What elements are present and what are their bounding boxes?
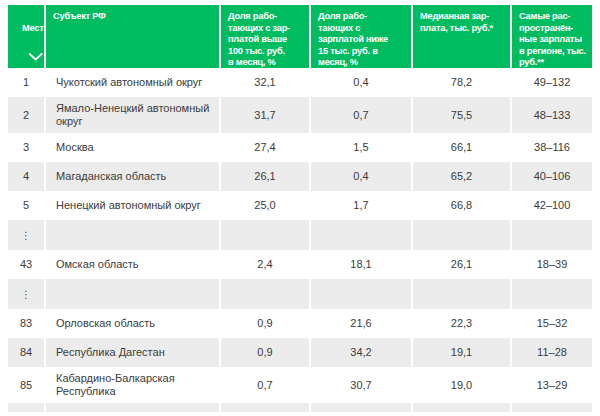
cell-median: 78,2 [413, 68, 510, 97]
cell-range: 48–133 [512, 97, 592, 133]
cell-region: Ненецкий автономный округ [46, 191, 219, 220]
cutoff-cell [512, 403, 592, 412]
cell-below15: 30,7 [311, 367, 411, 403]
cell-place: 4 [8, 162, 44, 191]
cell-median: 19,1 [413, 338, 510, 367]
cell-place: 3 [8, 133, 44, 162]
cell-range [512, 220, 592, 250]
cell-range: 38–116 [512, 133, 592, 162]
cell-median: 65,2 [413, 162, 510, 191]
cell-place: 2 [8, 97, 44, 133]
cell-median: 19,0 [413, 367, 510, 403]
cell-above100: 27,4 [221, 133, 309, 162]
cell-place: 43 [8, 250, 44, 279]
column-header-above100: Доля рабо- тающих с зар- платой выше 100… [221, 5, 309, 68]
cell-region [46, 220, 219, 250]
cell-place: 84 [8, 338, 44, 367]
table-row-ellipsis: ⋮ [8, 279, 592, 309]
cutoff-cell [8, 403, 44, 412]
column-header-range: Самые рас- пространён- ные зарплаты в ре… [512, 5, 592, 68]
cell-place: 85 [8, 367, 44, 403]
table-row: 84Республика Дагестан0,934,219,111–28 [8, 338, 592, 367]
table-body: 1Чукотский автономный округ32,10,478,249… [8, 68, 592, 403]
cell-median: 26,1 [413, 250, 510, 279]
table-row: 83Орловская область0,921,622,315–32 [8, 309, 592, 338]
cell-median: 66,8 [413, 191, 510, 220]
cell-above100: 25,0 [221, 191, 309, 220]
cell-below15 [311, 220, 411, 250]
cell-place: 83 [8, 309, 44, 338]
cell-below15: 21,6 [311, 309, 411, 338]
table-row: 1Чукотский автономный округ32,10,478,249… [8, 68, 592, 97]
cell-range: 11–28 [512, 338, 592, 367]
table-row: 43Омская область2,418,126,118–39 [8, 250, 592, 279]
cell-range: 13–29 [512, 367, 592, 403]
cell-above100: 2,4 [221, 250, 309, 279]
cell-region [46, 279, 219, 309]
cell-region: Республика Дагестан [46, 338, 219, 367]
cell-region: Орловская область [46, 309, 219, 338]
column-header-region: Субъект РФ [46, 5, 219, 68]
cell-range: 49–132 [512, 68, 592, 97]
cutoff-cell [311, 403, 411, 412]
cell-above100: 26,1 [221, 162, 309, 191]
cutoff-row [8, 403, 592, 412]
table-row: 5Ненецкий автономный округ25,01,766,842–… [8, 191, 592, 220]
cell-below15: 18,1 [311, 250, 411, 279]
cell-range [512, 279, 592, 309]
cell-place: ⋮ [8, 279, 44, 309]
cell-above100: 32,1 [221, 68, 309, 97]
cell-range: 42–100 [512, 191, 592, 220]
cell-region: Омская область [46, 250, 219, 279]
cell-above100 [221, 279, 309, 309]
table-row: 85Кабардино-Балкарская Республика0,730,7… [8, 367, 592, 403]
cutoff-cell [221, 403, 309, 412]
cell-below15: 0,4 [311, 68, 411, 97]
cell-region: Москва [46, 133, 219, 162]
table-row: 4Магаданская область26,10,465,240–106 [8, 162, 592, 191]
cell-range: 40–106 [512, 162, 592, 191]
cell-region: Кабардино-Балкарская Республика [46, 367, 219, 403]
table-row: 2Ямало-Ненецкий автономный округ31,70,77… [8, 97, 592, 133]
cell-region: Ямало-Ненецкий автономный округ [46, 97, 219, 133]
salary-ranking-table: Место Субъект РФ Доля рабо- тающих с зар… [8, 5, 592, 412]
cell-below15: 1,7 [311, 191, 411, 220]
table-row-ellipsis: ⋮ [8, 220, 592, 250]
cell-below15: 1,5 [311, 133, 411, 162]
cell-place: ⋮ [8, 220, 44, 250]
cell-above100: 31,7 [221, 97, 309, 133]
cell-region: Магаданская область [46, 162, 219, 191]
cell-median: 22,3 [413, 309, 510, 338]
table-row: 3Москва27,41,566,138–116 [8, 133, 592, 162]
chevron-down-icon[interactable] [9, 53, 43, 61]
column-header-below15: Доля рабо- тающих с зарплатой ниже 15 ты… [311, 5, 411, 68]
cell-range: 18–39 [512, 250, 592, 279]
cutoff-cell [413, 403, 510, 412]
column-header-median: Медианная зар- плата, тыс. руб.* [413, 5, 510, 68]
column-header-place[interactable]: Место [8, 5, 44, 68]
cell-above100: 0,9 [221, 338, 309, 367]
cell-above100: 0,9 [221, 309, 309, 338]
cell-median: 75,5 [413, 97, 510, 133]
cell-place: 1 [8, 68, 44, 97]
cell-below15 [311, 279, 411, 309]
cell-region: Чукотский автономный округ [46, 68, 219, 97]
cell-place: 5 [8, 191, 44, 220]
column-header-place-label: Место [22, 23, 44, 33]
cell-above100: 0,7 [221, 367, 309, 403]
cell-below15: 0,7 [311, 97, 411, 133]
cell-median: 66,1 [413, 133, 510, 162]
table-header: Место Субъект РФ Доля рабо- тающих с зар… [8, 5, 592, 68]
cell-median [413, 220, 510, 250]
cell-range: 15–32 [512, 309, 592, 338]
cell-median [413, 279, 510, 309]
cutoff-cell [46, 403, 219, 412]
cell-below15: 34,2 [311, 338, 411, 367]
cell-above100 [221, 220, 309, 250]
cell-below15: 0,4 [311, 162, 411, 191]
